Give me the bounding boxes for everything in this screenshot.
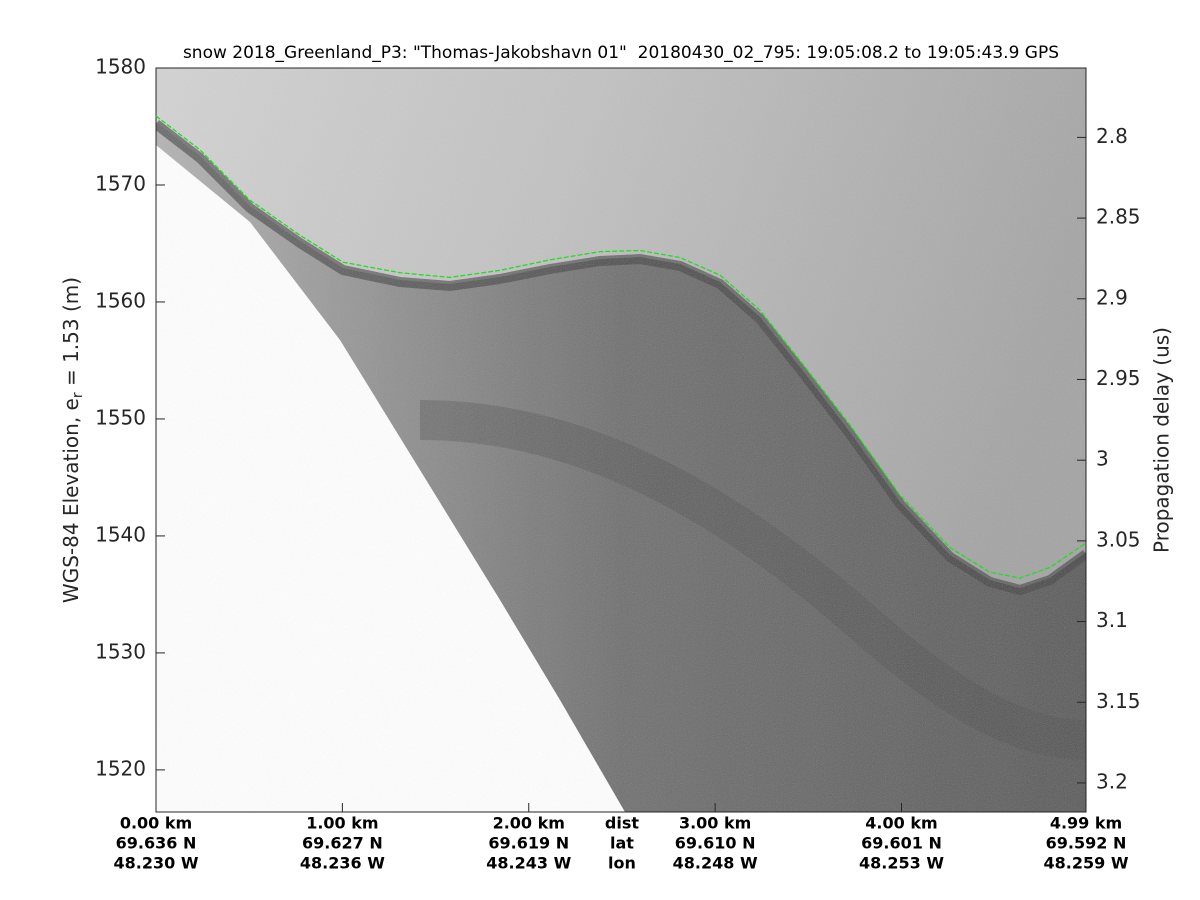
x-tick-label: 2.00 km	[493, 814, 565, 833]
surface-line	[155, 115, 1087, 579]
x-tick-lat: 69.592 N	[1046, 834, 1127, 853]
x-tick-lat: 69.610 N	[675, 834, 756, 853]
x-tick-label: 0.00 km	[120, 814, 192, 833]
x-row-label: lat	[610, 834, 634, 853]
x-tick-lon: 48.243 W	[486, 854, 571, 873]
y2-tick-label: 2.85	[1096, 205, 1141, 229]
y-label-main: WGS-84 Elevation, e	[59, 398, 83, 603]
x-tick-lon: 48.259 W	[1044, 854, 1129, 873]
y2-tick-label: 2.95	[1096, 366, 1141, 390]
x-tick-lat: 69.601 N	[861, 834, 942, 853]
y2-tick-label: 3.15	[1096, 689, 1141, 713]
x-tick-lon: 48.230 W	[114, 854, 199, 873]
y-tick-label: 1520	[95, 756, 146, 780]
x-row-label: dist	[605, 814, 639, 833]
y2-tick-label: 3	[1096, 447, 1109, 471]
y2-tick-label: 3.1	[1096, 608, 1128, 632]
x-tick-lat: 69.619 N	[488, 834, 569, 853]
x-tick-label: 1.00 km	[306, 814, 378, 833]
y2-tick-label: 3.2	[1096, 769, 1128, 793]
y-tick-label: 1530	[95, 639, 146, 663]
y-tick-label: 1570	[95, 171, 146, 195]
x-row-label: lon	[608, 854, 636, 873]
x-tick-label: 4.00 km	[865, 814, 937, 833]
x-tick-label: 3.00 km	[679, 814, 751, 833]
x-tick-lon: 48.236 W	[300, 854, 385, 873]
x-tick-lat: 69.636 N	[116, 834, 197, 853]
y-tick-label: 1540	[95, 522, 146, 546]
y-tick-label: 1550	[95, 405, 146, 429]
x-tick-lon: 48.248 W	[673, 854, 758, 873]
y-label-tail: = 1.53 (m)	[59, 277, 83, 392]
y2-tick-label: 2.9	[1096, 285, 1128, 309]
x-tick-lat: 69.627 N	[302, 834, 383, 853]
y2-tick-label: 3.05	[1096, 527, 1141, 551]
y-tick-label: 1560	[95, 288, 146, 312]
y2-tick-label: 2.8	[1096, 124, 1128, 148]
x-tick-label: 4.99 km	[1050, 814, 1122, 833]
y2-axis-label: Propagation delay (us)	[1150, 327, 1174, 553]
chart-title: snow 2018_Greenland_P3: "Thomas-Jakobsha…	[183, 43, 1059, 63]
echogram-image	[152, 68, 1089, 812]
axes-box	[155, 67, 1087, 813]
x-tick-lon: 48.253 W	[859, 854, 944, 873]
y-label-sub: r	[70, 392, 86, 398]
y-axis-label: WGS-84 Elevation, er = 1.53 (m)	[59, 277, 87, 603]
y-tick-label: 1580	[95, 55, 146, 79]
